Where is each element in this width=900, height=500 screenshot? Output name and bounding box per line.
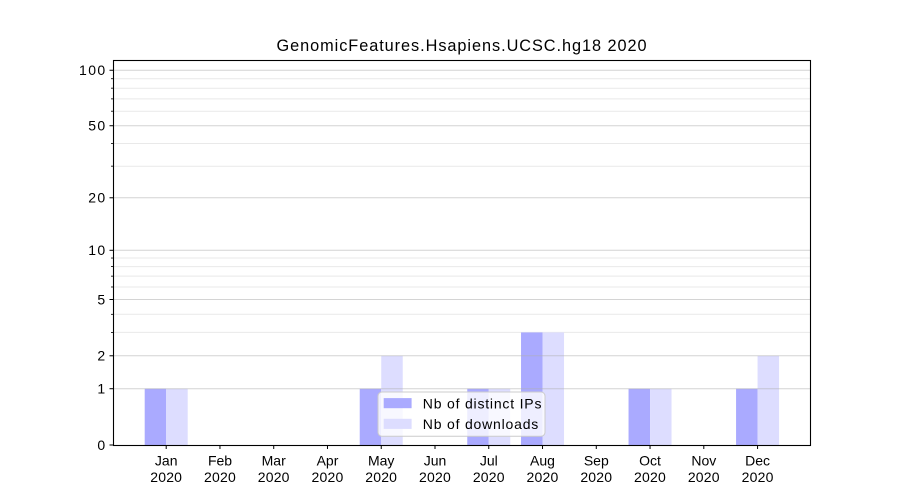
svg-text:2020: 2020 bbox=[473, 469, 505, 485]
svg-text:10: 10 bbox=[88, 242, 106, 258]
svg-text:2020: 2020 bbox=[150, 469, 182, 485]
svg-text:Apr: Apr bbox=[317, 452, 339, 468]
svg-text:0: 0 bbox=[97, 437, 106, 453]
svg-text:5: 5 bbox=[97, 291, 106, 307]
svg-text:Nov: Nov bbox=[691, 452, 716, 468]
svg-text:2: 2 bbox=[97, 348, 106, 364]
svg-text:Jan: Jan bbox=[155, 452, 178, 468]
svg-text:2020: 2020 bbox=[365, 469, 397, 485]
svg-text:May: May bbox=[368, 452, 394, 468]
svg-text:2020: 2020 bbox=[634, 469, 666, 485]
svg-text:Feb: Feb bbox=[208, 452, 232, 468]
svg-text:2020: 2020 bbox=[580, 469, 612, 485]
svg-text:50: 50 bbox=[88, 118, 106, 134]
svg-text:2020: 2020 bbox=[742, 469, 774, 485]
svg-text:Jul: Jul bbox=[480, 452, 498, 468]
svg-text:Sep: Sep bbox=[584, 452, 609, 468]
svg-text:20: 20 bbox=[88, 190, 106, 206]
svg-text:2020: 2020 bbox=[527, 469, 559, 485]
svg-text:2020: 2020 bbox=[688, 469, 720, 485]
svg-text:Mar: Mar bbox=[262, 452, 286, 468]
svg-text:Nb of downloads: Nb of downloads bbox=[423, 416, 539, 432]
svg-text:100: 100 bbox=[79, 62, 107, 78]
svg-text:2020: 2020 bbox=[204, 469, 236, 485]
svg-text:Oct: Oct bbox=[639, 452, 661, 468]
svg-text:2020: 2020 bbox=[312, 469, 344, 485]
svg-text:GenomicFeatures.Hsapiens.UCSC.: GenomicFeatures.Hsapiens.UCSC.hg18 2020 bbox=[277, 37, 648, 55]
svg-text:Aug: Aug bbox=[530, 452, 555, 468]
svg-text:Nb of distinct IPs: Nb of distinct IPs bbox=[423, 395, 542, 411]
svg-text:2020: 2020 bbox=[258, 469, 290, 485]
svg-text:Dec: Dec bbox=[745, 452, 770, 468]
svg-text:1: 1 bbox=[97, 381, 106, 397]
svg-text:2020: 2020 bbox=[419, 469, 451, 485]
svg-text:Jun: Jun bbox=[424, 452, 447, 468]
